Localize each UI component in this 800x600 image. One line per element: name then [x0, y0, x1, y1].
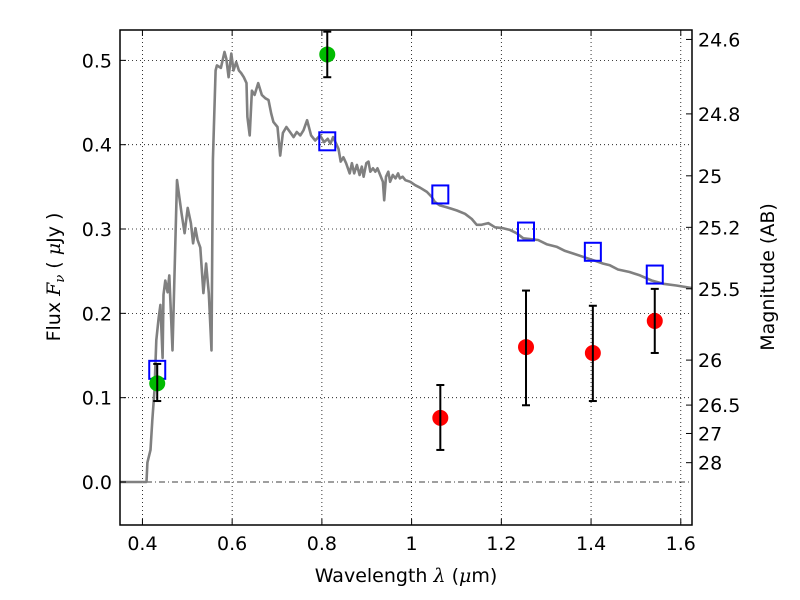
- y-tick-label: 0.0: [82, 472, 112, 494]
- y-tick-label: 0.5: [82, 50, 112, 72]
- x-tick-label: 0.4: [127, 533, 157, 555]
- y2-ticks: 24.6 24.8 25 25.2 25.5 26 26.5 27 28: [686, 29, 740, 475]
- x-tick-label: 0.6: [217, 533, 247, 555]
- y2-tick-label: 27: [698, 423, 722, 445]
- x-axis-label-unit: m): [471, 565, 497, 587]
- y-axis-label-unit: Jy ): [43, 213, 65, 244]
- model-photometry-square: [431, 184, 450, 205]
- y-tick-label: 0.2: [82, 303, 112, 325]
- y2-tick-label: 24.6: [698, 29, 740, 51]
- y2-tick-label: 26.5: [698, 395, 740, 417]
- model-photometry-square: [318, 131, 337, 152]
- x-axis-label: Wavelength λ (μm): [315, 565, 498, 587]
- y-axis-label: Flux Fν ( μJy ): [43, 213, 68, 342]
- x-tick-label: 1: [406, 533, 418, 555]
- x-axis-label-unit-open: (: [446, 565, 459, 587]
- y-axis-label-text: Flux: [43, 296, 65, 342]
- y-axis-label-subscript: ν: [53, 275, 68, 283]
- series-group: [120, 30, 692, 484]
- y2-tick-label: 24.8: [698, 104, 740, 126]
- spectrum-line: [120, 50, 692, 484]
- model-photometry-square: [645, 264, 664, 285]
- x-tick-label: 0.8: [307, 533, 337, 555]
- y2-tick-label: 26: [698, 350, 722, 372]
- y2-tick-label: 25.5: [698, 279, 740, 301]
- model-photometry-square: [517, 221, 536, 242]
- y-tick-label: 0.1: [82, 388, 112, 410]
- y-axis-label-symbol: F: [43, 282, 65, 297]
- plot-frame: [119, 29, 693, 526]
- x-axis-label-mu: μ: [459, 565, 471, 587]
- x-axis-label-symbol: λ: [432, 565, 445, 587]
- x-tick-label: 1.2: [486, 533, 516, 555]
- y2-axis-label: Magnitude (AB): [757, 203, 779, 351]
- x-ticks: 0.4 0.6 0.8 1 1.2 1.4 1.6: [127, 30, 696, 555]
- y-tick-label: 0.4: [82, 135, 112, 157]
- y-ticks: 0.0 0.1 0.2 0.3 0.4 0.5: [82, 50, 126, 494]
- model-photometry-square: [583, 241, 602, 262]
- y-tick-label: 0.3: [82, 219, 112, 241]
- y2-tick-label: 25: [698, 166, 722, 188]
- y2-tick-label: 28: [698, 453, 722, 475]
- y2-tick-label: 25.2: [698, 217, 740, 239]
- y-axis-label-unit-open: (: [43, 255, 65, 275]
- y-axis-label-mu: μ: [43, 243, 65, 255]
- x-axis-label-text: Wavelength: [315, 565, 434, 587]
- x-tick-label: 1.6: [666, 533, 696, 555]
- grid: [120, 30, 692, 525]
- x-tick-label: 1.4: [576, 533, 606, 555]
